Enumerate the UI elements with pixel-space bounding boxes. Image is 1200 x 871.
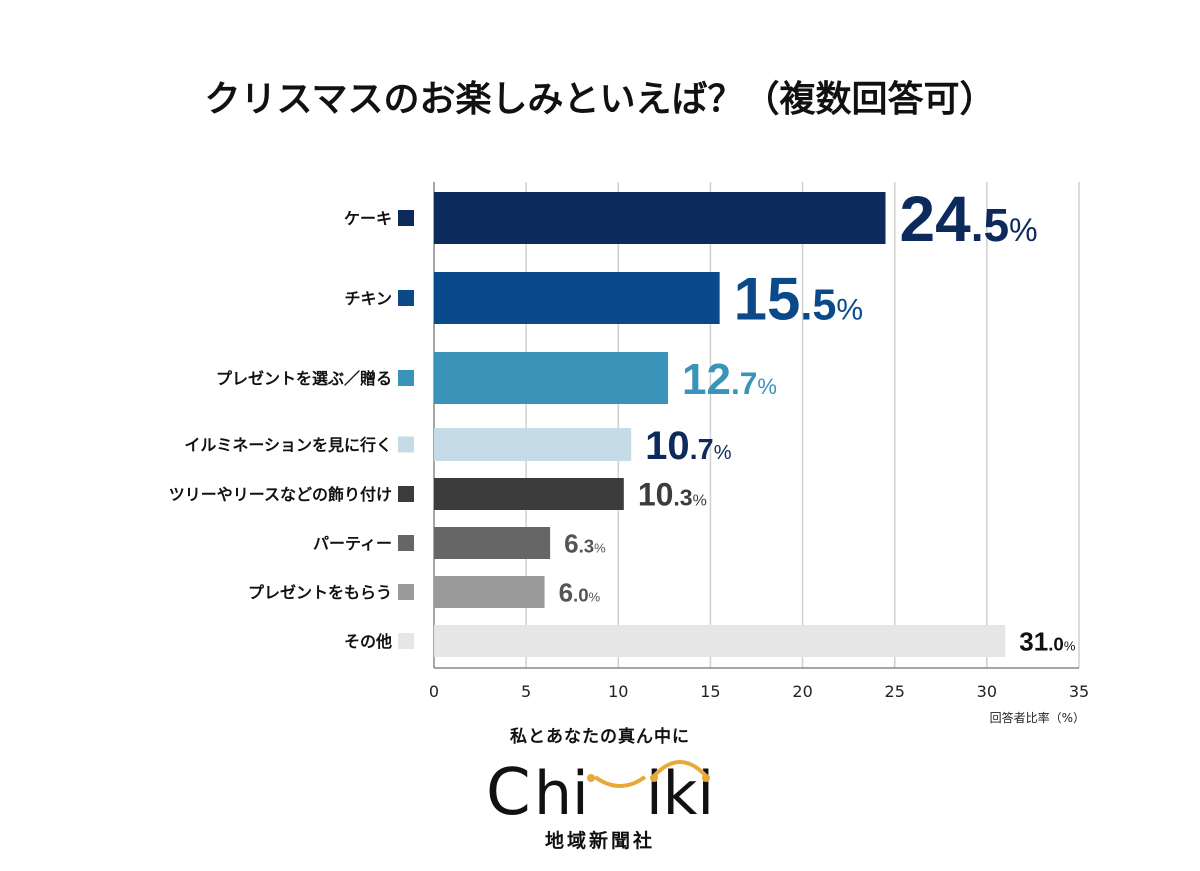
- tagline: 私とあなたの真ん中に: [510, 727, 690, 747]
- category-label: プレゼントを選ぶ／贈る: [216, 369, 392, 388]
- x-tick-label: 10: [608, 682, 628, 701]
- category-label: プレゼントをもらう: [248, 583, 392, 602]
- category-label: パーティー: [313, 534, 392, 553]
- category-label: ツリーやリースなどの飾り付け: [169, 485, 392, 504]
- bar: [434, 192, 886, 244]
- data-label: 10.3%: [638, 477, 707, 513]
- chart-title: クリスマスのお楽しみといえば？（複数回答可）: [204, 79, 996, 120]
- data-label: 6.0%: [559, 577, 601, 607]
- legend-swatch: [398, 210, 414, 226]
- bar: [434, 272, 720, 324]
- data-label: 31.0%: [1019, 626, 1076, 656]
- bar: [434, 625, 1006, 657]
- legend-swatch: [398, 584, 414, 600]
- x-tick-label: 25: [885, 682, 905, 701]
- legend-swatch: [398, 486, 414, 502]
- legend-swatch: [398, 633, 414, 649]
- bar: [434, 576, 545, 608]
- x-tick-label: 30: [977, 682, 997, 701]
- legend-swatch: [398, 290, 414, 306]
- bar: [434, 478, 624, 510]
- legend-swatch: [398, 370, 414, 386]
- bar: [434, 527, 551, 559]
- x-tick-label: 0: [429, 682, 439, 701]
- category-label: チキン: [344, 289, 392, 308]
- x-tick-label: 5: [521, 682, 531, 701]
- x-tick-label: 15: [700, 682, 720, 701]
- company-name: 地域新聞社: [544, 830, 655, 852]
- category-label: その他: [344, 632, 392, 651]
- data-label: 15.5%: [734, 266, 863, 333]
- legend-swatch: [398, 535, 414, 551]
- bar: [434, 428, 632, 461]
- x-tick-label: 35: [1069, 682, 1089, 701]
- category-label: イルミネーションを見に行く: [184, 436, 392, 455]
- legend-swatch: [398, 436, 414, 453]
- x-tick-label: 20: [792, 682, 812, 701]
- bar: [434, 352, 669, 404]
- data-label: 6.3%: [564, 528, 606, 558]
- data-label: 10.7%: [645, 424, 732, 468]
- x-axis-label: 回答者比率（%）: [990, 710, 1085, 725]
- data-label: 12.7%: [682, 355, 777, 404]
- data-label: 24.5%: [900, 183, 1038, 255]
- category-label: ケーキ: [344, 209, 392, 228]
